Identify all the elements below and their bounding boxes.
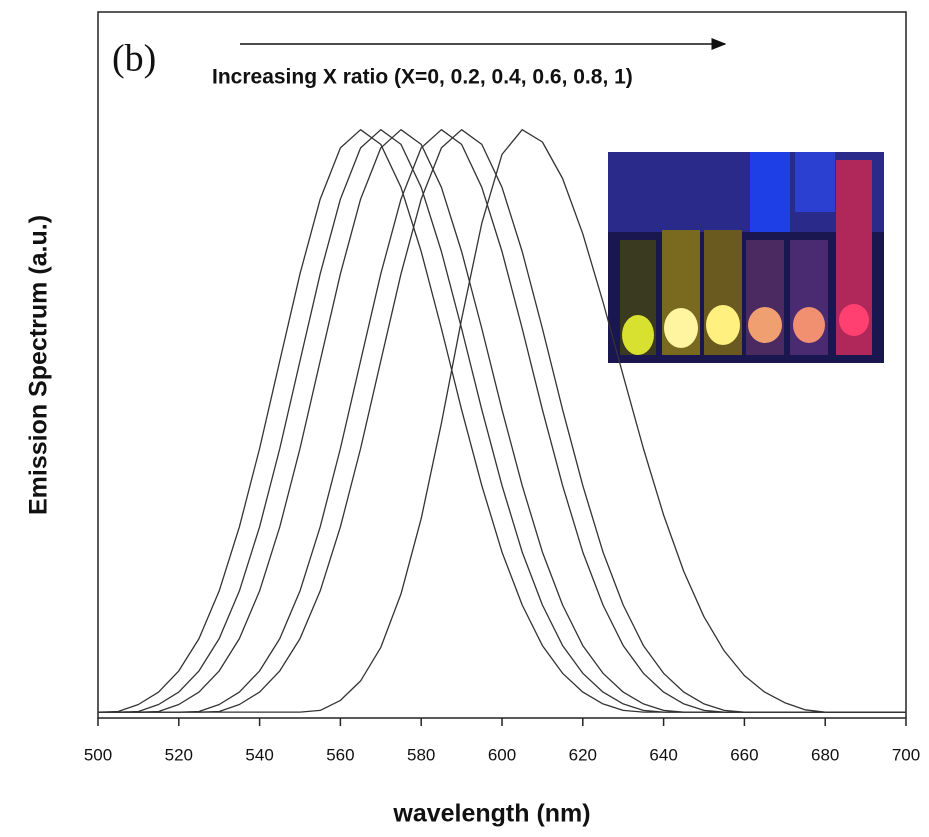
x-tick-label: 520 — [165, 745, 193, 764]
y-axis-label: Emission Spectrum (a.u.) — [25, 215, 53, 515]
x-tick-label: 580 — [407, 745, 435, 764]
x-tick-label: 640 — [649, 745, 677, 764]
x-tick-label: 560 — [326, 745, 354, 764]
x-tick-label: 500 — [84, 745, 112, 764]
x-axis-label: wavelength (nm) — [392, 800, 590, 828]
spectrum-line — [98, 129, 906, 713]
annotation: Increasing X ratio (X=0, 0.2, 0.4, 0.6, … — [212, 66, 633, 89]
x-tick-label: 680 — [811, 745, 839, 764]
x-tick-label: 700 — [892, 745, 920, 764]
plot-frame — [97, 11, 907, 719]
spectrum-line — [98, 129, 906, 713]
x-tick-label: 620 — [569, 745, 597, 764]
x-tick-label: 660 — [730, 745, 758, 764]
x-tick-label: 540 — [245, 745, 273, 764]
panel-label: (b) — [112, 38, 156, 80]
inset-photo — [608, 152, 884, 363]
x-tick-label: 600 — [488, 745, 516, 764]
